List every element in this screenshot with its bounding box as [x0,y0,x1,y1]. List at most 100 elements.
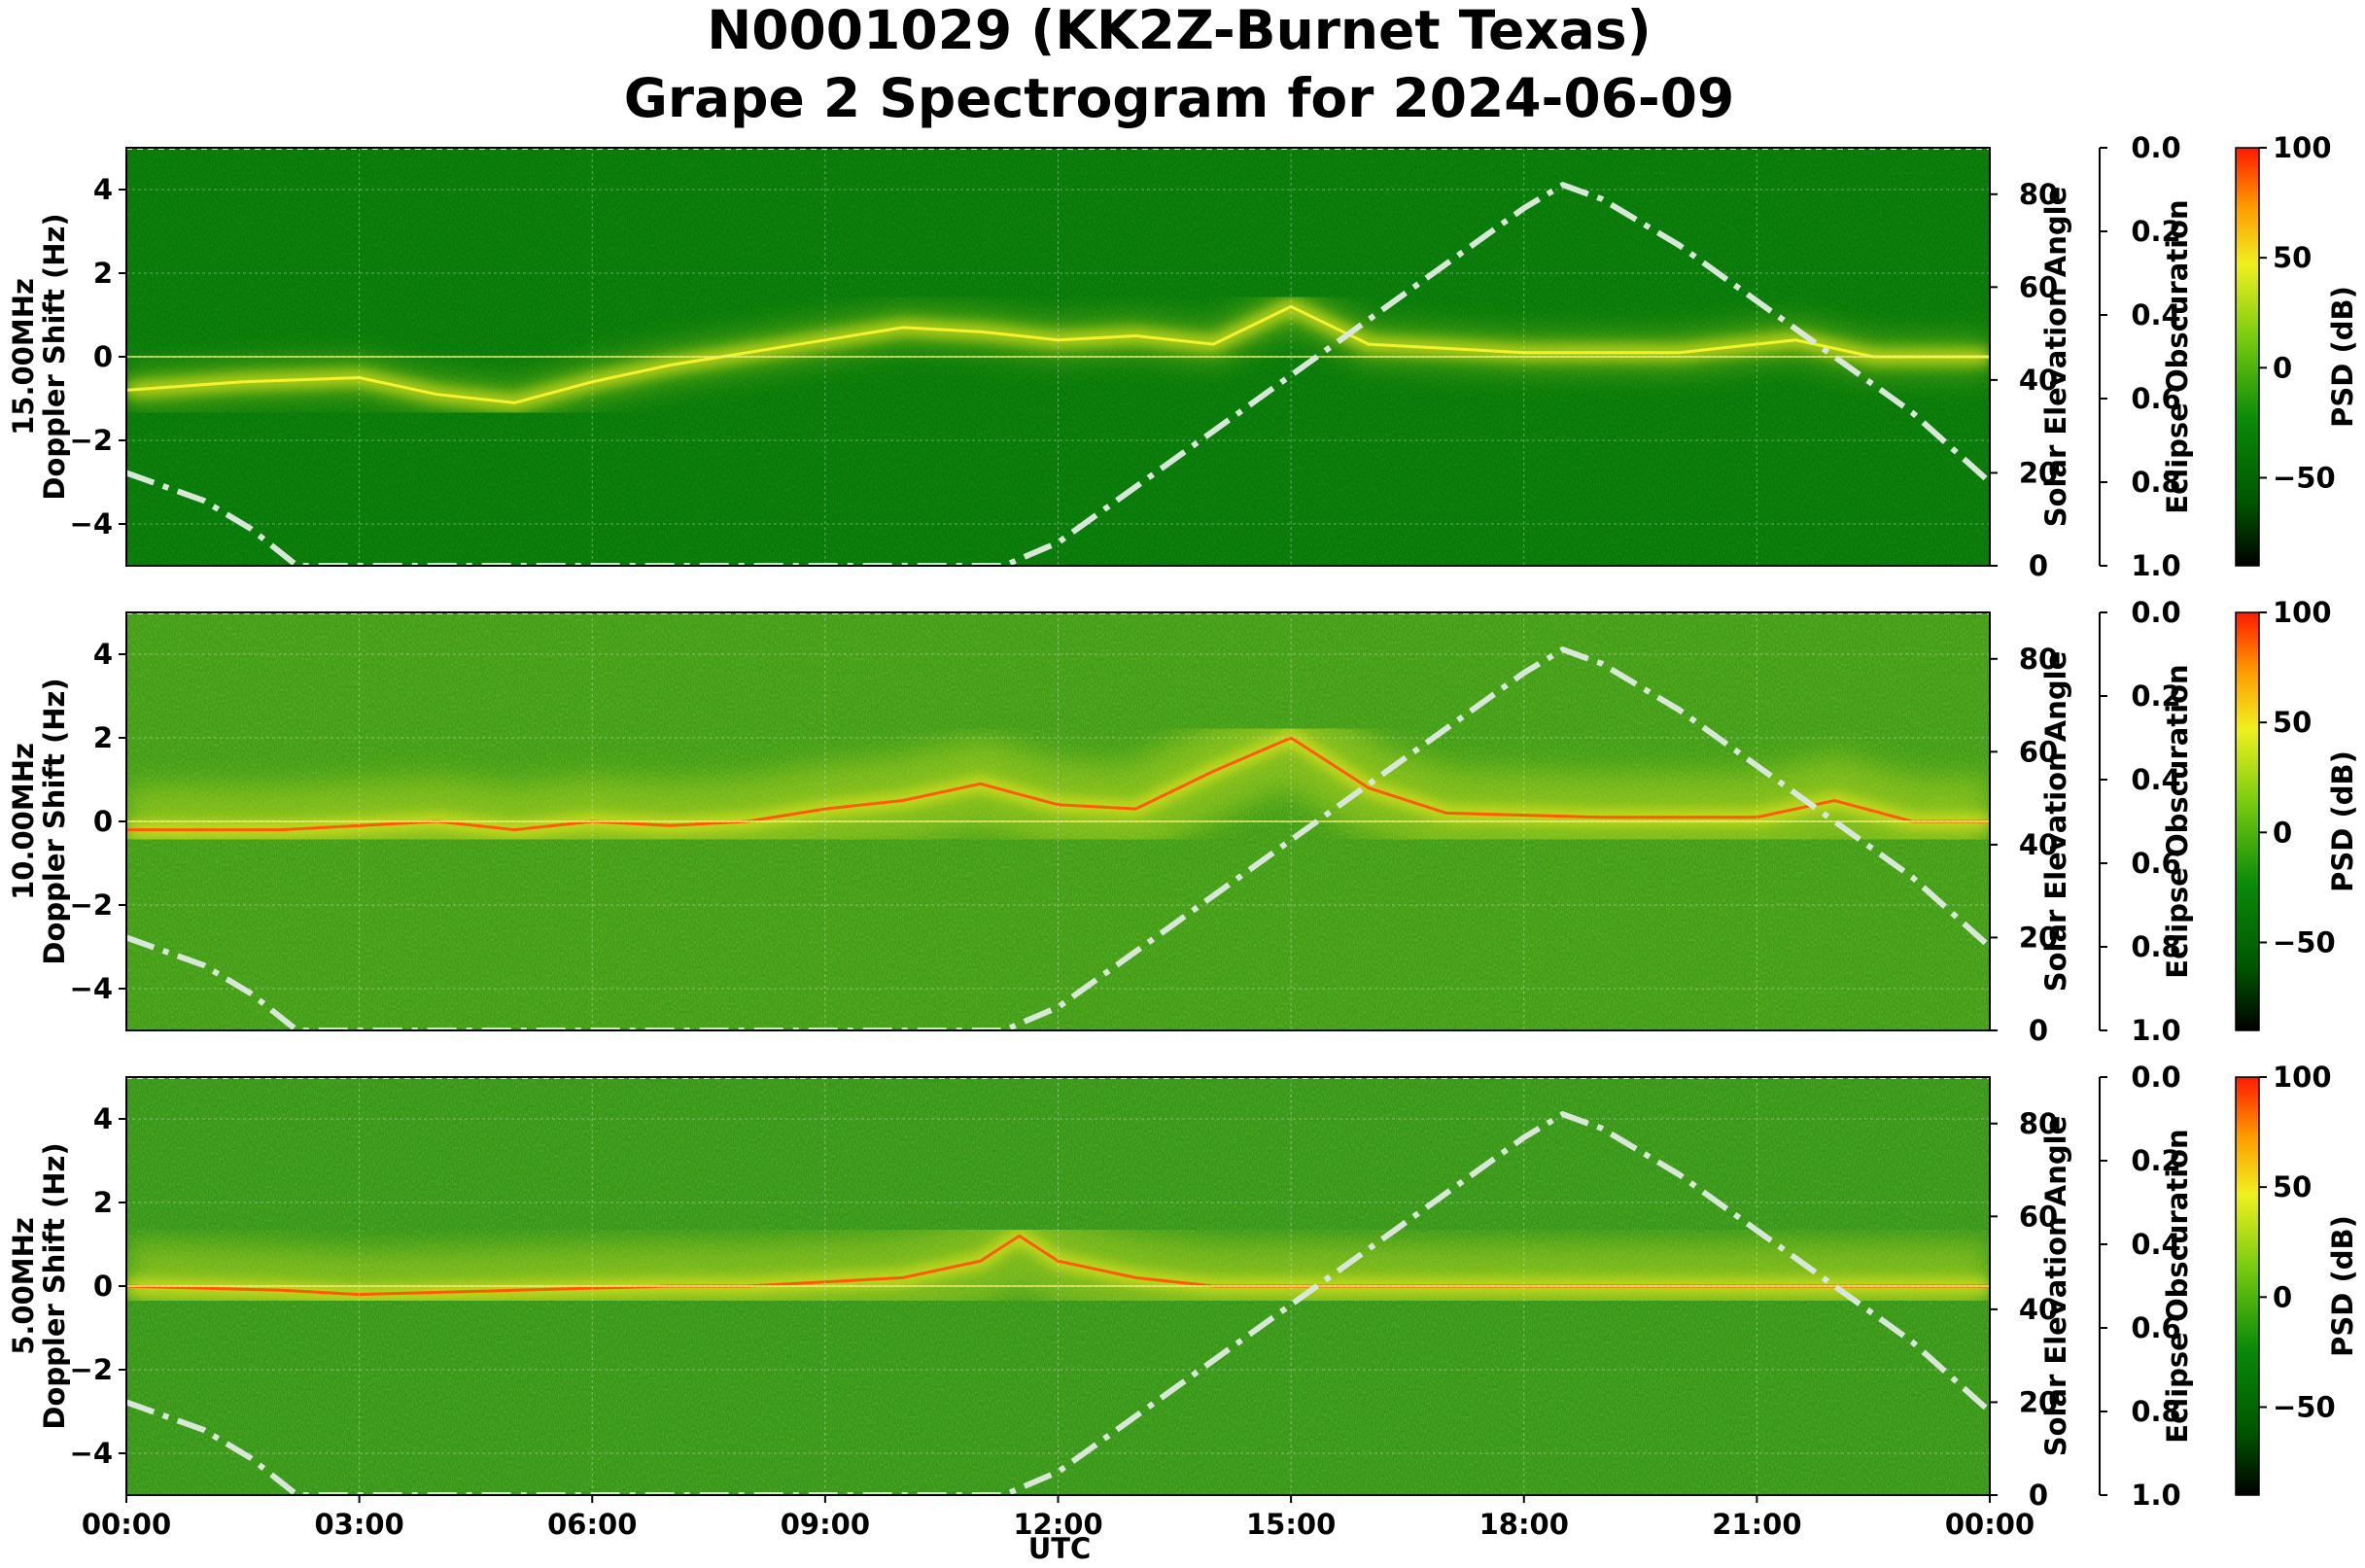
doppler-trace [126,736,1990,832]
colorbar-tick-label: 0 [2273,1280,2292,1313]
eclipse-tick-label: 1.0 [2131,549,2180,582]
solar-axis-label: Solar Elevation Angle [2039,1116,2072,1457]
eclipse-tick-label: 0.0 [2131,1061,2180,1094]
x-tick-label: 15:00 [1246,1508,1336,1541]
solar-tick-label: 60 [2019,270,2058,303]
eclipse-tick-label: 0.8 [2131,930,2180,963]
solar-elevation-curve [126,181,1990,566]
solar-tick-label: 60 [2019,735,2058,768]
solar-tick-label: 80 [2019,1107,2058,1140]
solar-tick-label: 40 [2019,1293,2058,1326]
doppler-tick-label: −4 [70,1437,113,1470]
solar-axis-label: Solar Elevation Angle [2039,651,2072,993]
colorbar-tick-label: 0 [2273,816,2292,849]
x-tick-label: 06:00 [547,1508,637,1541]
doppler-tick-label: −2 [70,424,113,457]
colorbar-tick-label: 50 [2273,1170,2312,1203]
eclipse-tick-label: 0.2 [2131,1144,2180,1177]
doppler-trace [126,304,1990,404]
doppler-tick-label: 4 [93,173,113,206]
colorbar-tick-label: 50 [2273,706,2312,739]
x-tick-label: 21:00 [1712,1508,1801,1541]
colorbar-label: PSD (dB) [2326,1215,2359,1357]
colorbar-tick-label: 50 [2273,241,2312,274]
spectrogram-panel-5.00MHz [126,1077,1990,1495]
solar-tick-label: 0 [2029,1014,2048,1047]
panel-ylabel-freq: 15.00MHz [7,278,40,436]
solar-tick-label: 80 [2019,178,2058,211]
colorbar-label: PSD (dB) [2326,750,2359,892]
doppler-tick-label: −4 [70,507,113,540]
colorbar-tick-label: 100 [2273,131,2332,164]
colorbar-tick-label: 100 [2273,596,2332,629]
solar-tick-label: 20 [2019,1385,2058,1418]
eclipse-axis-label: Eclipse Obscuration [2161,199,2194,513]
x-axis-label: UTC [1028,1532,1092,1565]
doppler-tick-label: 0 [93,1270,113,1303]
x-tick-label: 12:00 [1013,1508,1102,1541]
x-tick-label: 09:00 [781,1508,870,1541]
eclipse-tick-label: 0.0 [2131,131,2180,164]
doppler-tick-label: 4 [93,638,113,671]
eclipse-tick-label: 0.4 [2131,1228,2180,1261]
solar-tick-label: 40 [2019,828,2058,861]
colorbar [2235,147,2260,567]
doppler-tick-label: −2 [70,889,113,922]
doppler-tick-label: 4 [93,1102,113,1135]
solar-tick-label: 20 [2019,456,2058,489]
eclipse-tick-label: 0.2 [2131,679,2180,713]
solar-tick-label: 20 [2019,921,2058,954]
colorbar-tick-label: −50 [2273,1390,2336,1423]
eclipse-tick-label: 0.6 [2131,847,2180,880]
colorbar-tick-label: 0 [2273,351,2292,384]
solar-elevation-curve [126,645,1990,1030]
panel-ylabel-doppler: Doppler Shift (Hz) [38,213,71,500]
doppler-tick-label: 2 [93,1186,113,1219]
eclipse-tick-label: 0.0 [2131,596,2180,629]
solar-tick-label: 80 [2019,643,2058,676]
doppler-tick-label: 0 [93,340,113,373]
colorbar-tick-label: −50 [2273,925,2336,958]
colorbar [2235,1076,2260,1496]
colorbar-tick-label: 100 [2273,1061,2332,1094]
eclipse-tick-label: 0.8 [2131,466,2180,499]
solar-axis-label: Solar Elevation Angle [2039,187,2072,528]
eclipse-tick-label: 1.0 [2131,1014,2180,1047]
doppler-tick-label: −2 [70,1353,113,1386]
panel-ylabel-freq: 5.00MHz [7,1217,40,1355]
x-tick-label: 18:00 [1479,1508,1569,1541]
spectrogram-panel-10.00MHz [126,612,1990,1030]
eclipse-tick-label: 0.6 [2131,1311,2180,1344]
eclipse-tick-label: 0.2 [2131,215,2180,248]
colorbar-label: PSD (dB) [2326,286,2359,428]
solar-tick-label: 0 [2029,549,2048,582]
doppler-tick-label: 2 [93,257,113,290]
colorbar [2235,611,2260,1031]
doppler-tick-label: 0 [93,805,113,838]
panel-ylabel-doppler: Doppler Shift (Hz) [38,1142,71,1429]
eclipse-axis-label: Eclipse Obscuration [2161,1129,2194,1443]
x-tick-label: 03:00 [314,1508,403,1541]
eclipse-tick-label: 0.6 [2131,382,2180,415]
x-tick-label: 00:00 [1945,1508,2035,1541]
eclipse-tick-label: 0.8 [2131,1395,2180,1428]
doppler-trace [126,1234,1990,1297]
panel-ylabel-doppler: Doppler Shift (Hz) [38,678,71,964]
panel-ylabel-freq: 10.00MHz [7,743,40,900]
solar-tick-label: 60 [2019,1200,2058,1233]
doppler-tick-label: 2 [93,721,113,754]
figure-title-line1: N0001029 (KK2Z-Burnet Texas) [707,0,1652,61]
eclipse-tick-label: 0.4 [2131,763,2180,796]
doppler-tick-label: −4 [70,972,113,1005]
colorbar-tick-label: −50 [2273,461,2336,494]
eclipse-tick-label: 1.0 [2131,1479,2180,1512]
figure-title-line2: Grape 2 Spectrogram for 2024-06-09 [624,67,1735,129]
eclipse-tick-label: 0.4 [2131,298,2180,331]
x-tick-label: 00:00 [82,1508,171,1541]
eclipse-axis-label: Eclipse Obscuration [2161,664,2194,978]
spectrogram-panel-15.00MHz [126,148,1990,566]
solar-tick-label: 40 [2019,364,2058,397]
solar-tick-label: 0 [2029,1479,2048,1512]
